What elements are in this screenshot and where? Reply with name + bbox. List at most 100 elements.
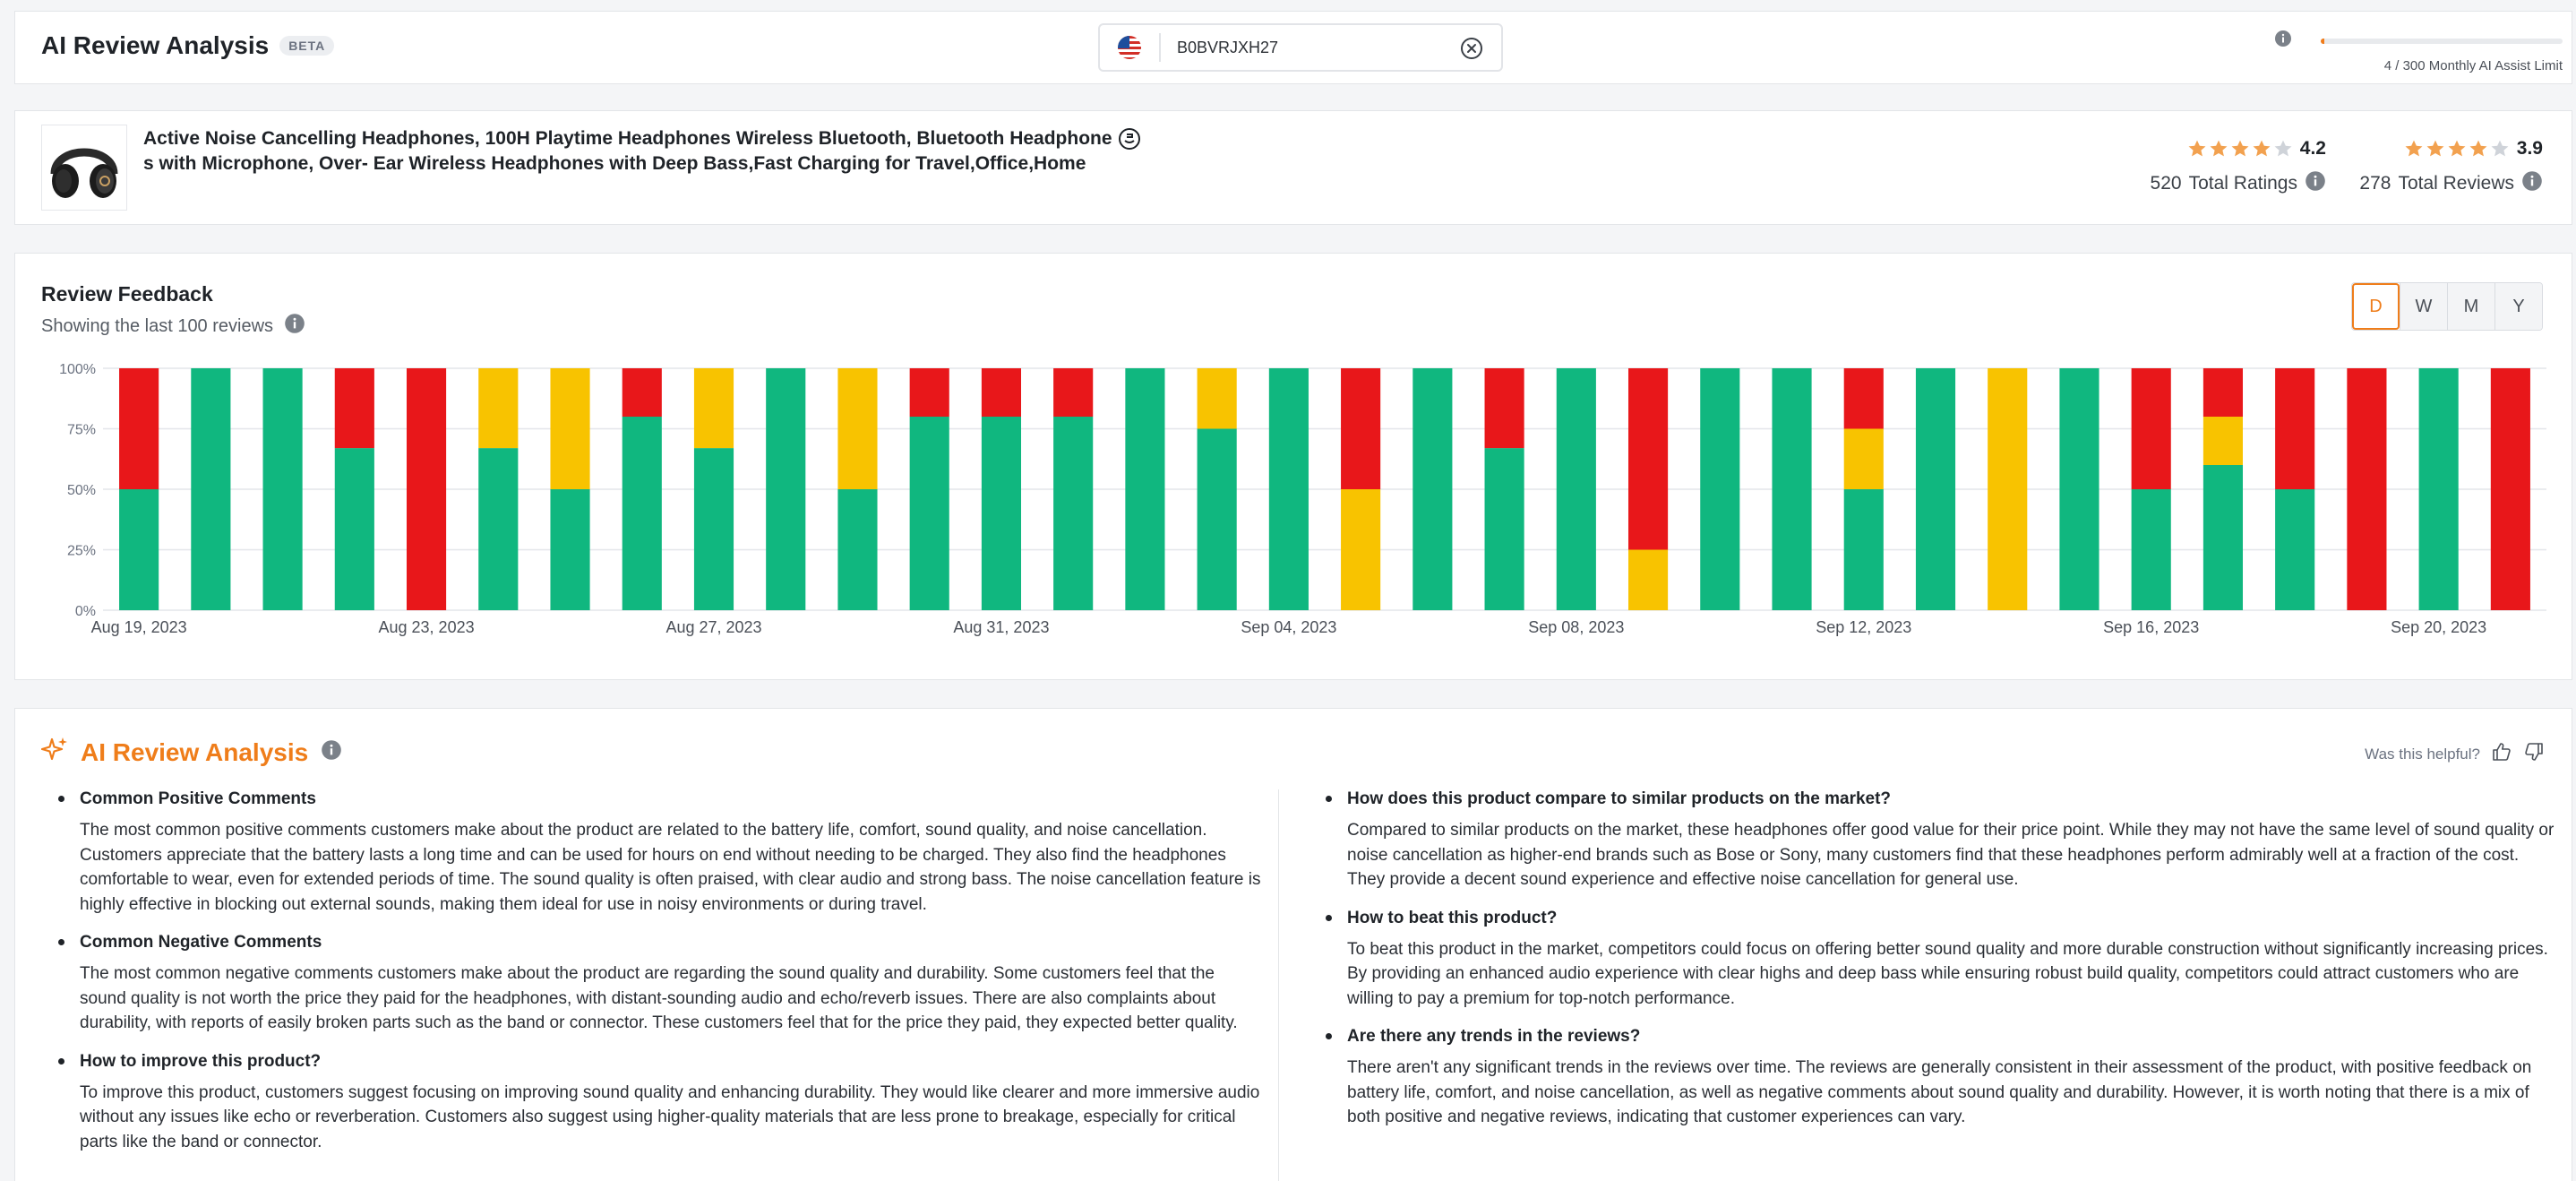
bar-segment[interactable] bbox=[693, 368, 734, 449]
info-icon[interactable] bbox=[321, 738, 342, 767]
sparkle-icon bbox=[40, 736, 68, 769]
bar-segment[interactable] bbox=[1484, 368, 1524, 449]
star-icon bbox=[2188, 140, 2206, 157]
product-card: Active Noise Cancelling Headphones, 100H… bbox=[14, 110, 2572, 225]
bar-segment[interactable] bbox=[837, 489, 878, 610]
clear-search-icon[interactable] bbox=[1460, 37, 1483, 60]
asin-search-input[interactable] bbox=[1177, 38, 1446, 57]
column-divider bbox=[1278, 789, 1279, 1181]
bar-segment[interactable] bbox=[334, 448, 374, 610]
answer: The most common negative comments custom… bbox=[80, 964, 1238, 1032]
bar-segment[interactable] bbox=[1843, 489, 1884, 610]
asin-search-box[interactable] bbox=[1098, 23, 1503, 72]
y-tick-label: 50% bbox=[67, 483, 96, 498]
y-tick-label: 100% bbox=[59, 362, 96, 377]
bar-segment[interactable] bbox=[2418, 368, 2459, 610]
bar-segment[interactable] bbox=[909, 368, 949, 417]
bar-segment[interactable] bbox=[2131, 368, 2171, 489]
x-tick-label: Aug 27, 2023 bbox=[665, 618, 761, 636]
bar-segment[interactable] bbox=[909, 417, 949, 610]
answer: To improve this product, customers sugge… bbox=[80, 1082, 1260, 1151]
tab-month[interactable]: M bbox=[2447, 283, 2494, 330]
ai-analysis-title: AI Review Analysis bbox=[81, 737, 309, 766]
bar-segment[interactable] bbox=[1772, 368, 1812, 610]
bar-segment[interactable] bbox=[1125, 368, 1165, 610]
tab-year[interactable]: Y bbox=[2494, 283, 2542, 330]
thumbs-down-icon[interactable] bbox=[2523, 741, 2545, 767]
bar-segment[interactable] bbox=[1341, 489, 1381, 610]
star-icon bbox=[2448, 140, 2466, 157]
bar-segment[interactable] bbox=[2275, 489, 2315, 610]
bar-segment[interactable] bbox=[2131, 489, 2171, 610]
bar-segment[interactable] bbox=[981, 368, 1022, 417]
question: Common Negative Comments bbox=[80, 933, 322, 952]
bar-segment[interactable] bbox=[622, 417, 662, 610]
bar-segment[interactable] bbox=[1053, 417, 1094, 610]
bar-segment[interactable] bbox=[550, 368, 590, 489]
bar-segment[interactable] bbox=[262, 368, 303, 610]
rating-value: 4.2 bbox=[2299, 138, 2326, 159]
bar-segment[interactable] bbox=[1197, 368, 1237, 429]
ai-analysis-header: AI Review Analysis bbox=[40, 736, 342, 769]
bar-segment[interactable] bbox=[766, 368, 806, 610]
bar-segment[interactable] bbox=[1988, 368, 2028, 610]
limit-progress-bar bbox=[2321, 39, 2563, 44]
info-icon[interactable] bbox=[2305, 170, 2326, 197]
helpful-feedback: Was this helpful? bbox=[2365, 741, 2545, 767]
bar-segment[interactable] bbox=[622, 368, 662, 417]
bar-segment[interactable] bbox=[2202, 465, 2244, 610]
info-icon[interactable] bbox=[2274, 30, 2292, 52]
reviews-count: 278 bbox=[2359, 173, 2391, 194]
bar-segment[interactable] bbox=[406, 368, 447, 610]
bar-segment[interactable] bbox=[191, 368, 231, 610]
bar-segment[interactable] bbox=[1627, 368, 1669, 550]
bar-segment[interactable] bbox=[1053, 368, 1094, 417]
bar-segment[interactable] bbox=[1627, 549, 1669, 611]
bar-segment[interactable] bbox=[1268, 368, 1309, 610]
bar-segment[interactable] bbox=[1413, 368, 1453, 610]
answer: To beat this product in the market, comp… bbox=[1347, 939, 2548, 1008]
tab-week[interactable]: W bbox=[2400, 283, 2447, 330]
star-icon bbox=[2274, 140, 2292, 157]
bar-segment[interactable] bbox=[1843, 368, 1884, 429]
bar-segment[interactable] bbox=[478, 368, 519, 449]
info-icon[interactable] bbox=[2521, 170, 2543, 197]
bar-segment[interactable] bbox=[1484, 448, 1524, 610]
bar-segment[interactable] bbox=[2347, 368, 2387, 610]
bar-segment[interactable] bbox=[1197, 428, 1237, 611]
info-icon[interactable] bbox=[284, 313, 305, 340]
x-tick-label: Aug 23, 2023 bbox=[379, 618, 475, 636]
bar-segment[interactable] bbox=[119, 368, 159, 489]
thumbs-up-icon[interactable] bbox=[2491, 741, 2512, 767]
question: How does this product compare to similar… bbox=[1347, 789, 1892, 808]
bar-segment[interactable] bbox=[550, 489, 590, 610]
review-feedback-card: Review Feedback Showing the last 100 rev… bbox=[14, 253, 2572, 680]
bar-segment[interactable] bbox=[2490, 368, 2530, 610]
amazon-link-icon[interactable] bbox=[1118, 127, 1141, 155]
bar-segment[interactable] bbox=[1700, 368, 1740, 610]
bar-segment[interactable] bbox=[2202, 368, 2244, 417]
bar-segment[interactable] bbox=[2059, 368, 2099, 610]
star-icon bbox=[2491, 140, 2509, 157]
bar-segment[interactable] bbox=[981, 417, 1022, 610]
tab-day[interactable]: D bbox=[2352, 283, 2400, 330]
product-image[interactable] bbox=[41, 125, 127, 211]
bar-segment[interactable] bbox=[1556, 368, 1596, 610]
top-bar: AI Review Analysis BETA bbox=[14, 11, 2572, 84]
bar-segment[interactable] bbox=[837, 368, 878, 489]
beta-badge: BETA bbox=[279, 36, 335, 56]
bar-segment[interactable] bbox=[1843, 428, 1884, 490]
bar-segment[interactable] bbox=[2275, 368, 2315, 489]
bar-segment[interactable] bbox=[693, 448, 734, 610]
bar-segment[interactable] bbox=[1341, 368, 1381, 489]
y-tick-label: 0% bbox=[75, 604, 96, 619]
bar-segment[interactable] bbox=[334, 368, 374, 449]
bar-segment[interactable] bbox=[1915, 368, 1956, 610]
limit-progress-fill bbox=[2321, 39, 2324, 44]
analysis-left-column: Common Positive Comments The most common… bbox=[51, 788, 1265, 1168]
search-divider bbox=[1159, 33, 1161, 62]
bar-segment[interactable] bbox=[2202, 417, 2244, 465]
us-flag-icon[interactable] bbox=[1118, 36, 1141, 59]
bar-segment[interactable] bbox=[478, 448, 519, 610]
bar-segment[interactable] bbox=[119, 489, 159, 610]
